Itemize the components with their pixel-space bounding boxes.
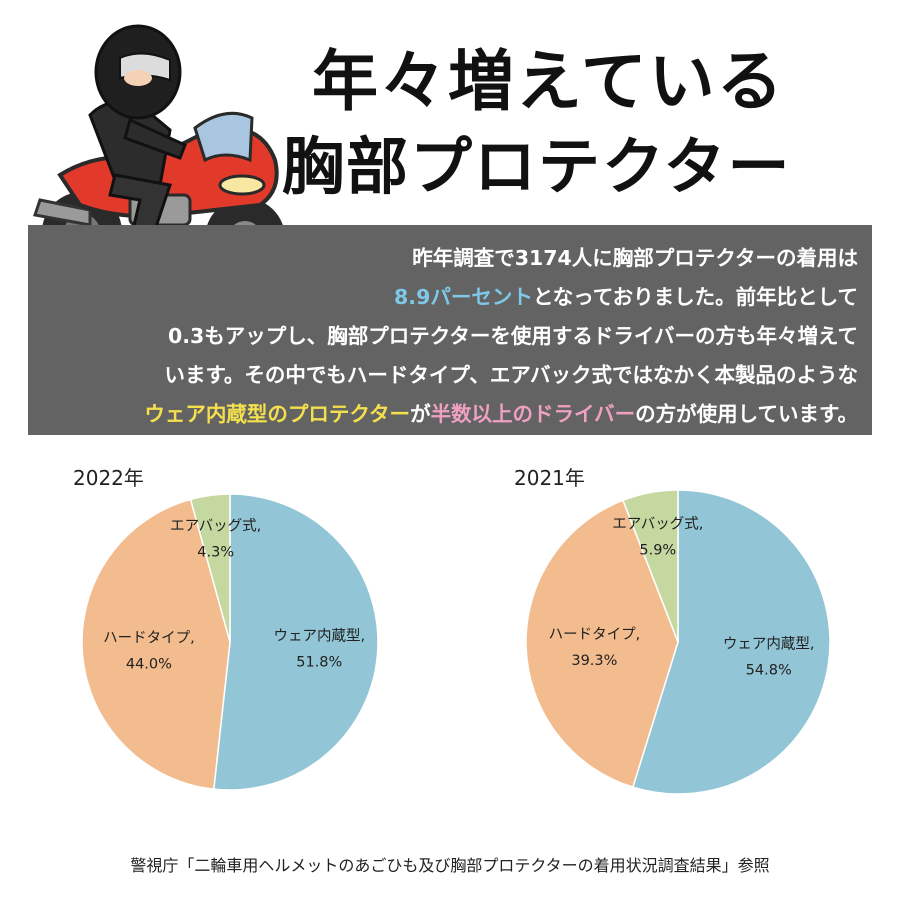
source-note: 警視庁「二輪車用ヘルメットのあごひも及び胸部プロテクターの着用状況調査結果」参照 (130, 856, 770, 875)
info-line-1: 昨年調査で3174人に胸部プロテクターの着用は (412, 246, 858, 270)
page-title-line-1: 年々増えている (312, 43, 785, 120)
info-line-5-text: の方が使用しています。 (635, 402, 858, 426)
slice-value-2022-2: 4.3% (197, 544, 234, 560)
info-highlight-percent: 8.9パーセント (394, 285, 533, 309)
pie-slice-2021-0 (631, 489, 831, 795)
slice-value-2022-1: 44.0% (126, 657, 172, 673)
info-line-4: います。その中でもハードタイプ、エアバック式ではなかく本製品のような (164, 363, 858, 387)
page-title-line-2: 胸部プロテクター (282, 130, 792, 203)
info-line-3: 0.3もアップし、胸部プロテクターを使用するドライバーの方も年々増えて (167, 324, 858, 348)
chart-title-2021: 2021年 (514, 466, 585, 490)
pie-chart-2021: 2021年 ウェア内蔵型, 54.8% ハードタイプ, 39.3% エアバッグ式, 5.9… (514, 466, 831, 795)
slice-value-2021-1: 39.3% (571, 653, 617, 669)
info-line-5-mid: が (410, 402, 431, 426)
slice-label-2021-0: ウェア内蔵型, (723, 636, 815, 653)
info-highlight-majority: 半数以上のドライバー (430, 402, 636, 426)
info-line-2: 8.9パーセントとなっておりました。前年比として (42, 278, 858, 317)
pie-slice-2021-1 (525, 499, 679, 789)
pie-slice-2021-2 (621, 489, 679, 643)
info-box: 昨年調査で3174人に胸部プロテクターの着用は 8.9パーセントとなっておりまし… (28, 225, 872, 435)
slice-label-2021-1: ハードタイプ, (549, 626, 641, 643)
pie-slice-2022-0 (212, 493, 379, 791)
pie-chart-2022: 2022年 ウェア内蔵型, 51.8% ハードタイプ, 44.0% エアバッグ式, 4.3… (73, 466, 379, 791)
info-line-5: ウェア内蔵型のプロテクターが半数以上のドライバーの方が使用しています。 (42, 395, 858, 434)
slice-value-2022-0: 51.8% (296, 655, 342, 671)
info-highlight-wear-type: ウェア内蔵型のプロテクター (144, 402, 411, 426)
slice-value-2021-2: 5.9% (639, 542, 676, 558)
slice-label-2021-2: エアバッグ式, (612, 515, 703, 532)
pie-slice-2022-1 (81, 498, 231, 790)
info-line-2-text: となっておりました。前年比として (532, 285, 858, 309)
chart-title-2022: 2022年 (73, 466, 144, 490)
slice-value-2021-0: 54.8% (746, 663, 792, 679)
slice-label-2022-1: ハードタイプ, (103, 630, 195, 647)
slice-label-2022-0: ウェア内蔵型, (273, 628, 365, 645)
pie-slice-2022-2 (189, 493, 231, 643)
slice-label-2022-2: エアバッグ式, (170, 517, 261, 534)
